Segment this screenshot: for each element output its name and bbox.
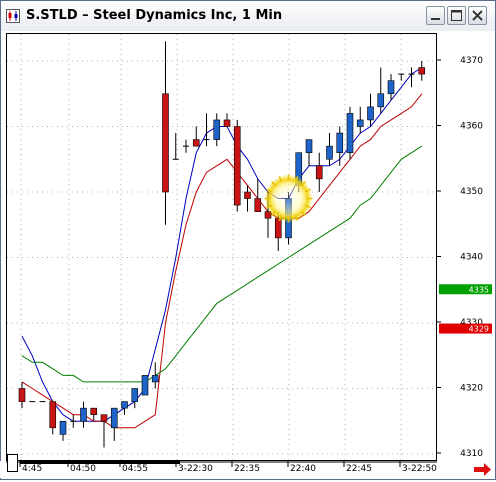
time-tick-label: 22:40 xyxy=(290,464,316,474)
candle-body xyxy=(244,191,251,199)
price-tick-label: 4360 xyxy=(460,122,483,132)
price-axis[interactable]: 4370 4360 4350 4340 4330 4320 4310 4335 4329 xyxy=(437,33,494,461)
moving-average-line-2 xyxy=(21,93,423,429)
time-tick-label: 3-22:50 xyxy=(402,464,437,474)
price-tag-label: 4335 xyxy=(469,285,489,294)
time-tick-label: 4:45 xyxy=(22,464,42,474)
candle-body xyxy=(141,375,149,396)
minimize-button[interactable] xyxy=(426,6,445,25)
moving-average-line-1 xyxy=(21,67,423,422)
chart-plot-area[interactable] xyxy=(6,33,437,461)
highlight-sparkle-icon xyxy=(264,174,313,223)
candlestick-app-icon xyxy=(6,9,20,23)
time-tick-label: 04:55 xyxy=(122,464,148,474)
candle-body xyxy=(151,375,159,383)
candle-body xyxy=(233,126,241,206)
scroll-corner-box[interactable] xyxy=(7,454,18,472)
time-tick-label: 22:35 xyxy=(234,464,260,474)
candle-body xyxy=(100,414,108,422)
time-tick-label: 22:45 xyxy=(346,464,372,474)
price-tick-label: 4310 xyxy=(460,449,483,459)
maximize-icon xyxy=(451,10,462,21)
candle-body xyxy=(213,119,221,140)
candle-body xyxy=(18,388,26,402)
highlight-glow xyxy=(264,174,313,223)
price-tag xyxy=(439,323,492,334)
candle-body xyxy=(387,80,395,95)
time-axis[interactable]: 4:45 04:50 04:55 3-22:30 22:35 22:40 22:45 3-22… xyxy=(0,461,494,478)
candle-body xyxy=(326,145,333,160)
candle-body xyxy=(336,132,344,154)
candle-body xyxy=(346,113,354,154)
candle-body xyxy=(49,401,57,429)
candle-body xyxy=(162,93,169,193)
candle-body xyxy=(80,407,87,422)
candle-body xyxy=(367,106,374,121)
time-tick-label: 04:50 xyxy=(70,464,96,474)
price-axis-svg: 4370 4360 4350 4340 4330 4320 4310 4335 4329 xyxy=(437,56,492,459)
candle-body xyxy=(315,165,323,180)
candle-body xyxy=(254,198,262,212)
price-tick-label: 4370 xyxy=(460,56,483,66)
price-tick-label: 4330 xyxy=(460,318,483,328)
maximize-button[interactable] xyxy=(447,6,466,25)
price-tick-label: 4340 xyxy=(460,253,483,263)
candle-body xyxy=(305,139,313,153)
moving-average-line-3 xyxy=(21,145,423,383)
minimize-icon xyxy=(431,18,440,20)
price-tick-label: 4350 xyxy=(460,187,483,197)
title-bar[interactable]: S.STLD – Steel Dynamics Inc, 1 Min xyxy=(1,1,495,31)
time-range-bar xyxy=(20,461,180,464)
candle-body xyxy=(110,407,118,429)
close-icon xyxy=(472,10,483,21)
price-tag xyxy=(439,284,492,295)
candle-body xyxy=(418,67,426,75)
candle-body xyxy=(223,119,231,127)
candle-body xyxy=(274,217,282,239)
candle-body xyxy=(90,407,98,415)
candle-body xyxy=(356,119,364,127)
candle-body xyxy=(59,420,67,435)
scroll-right-arrow-icon xyxy=(474,463,491,476)
window-title: S.STLD – Steel Dynamics Inc, 1 Min xyxy=(26,8,283,23)
time-tick-label: 3-22:30 xyxy=(178,464,213,474)
candle-body xyxy=(131,388,139,402)
price-tick-label: 4320 xyxy=(460,384,483,394)
time-axis-svg: 4:45 04:50 04:55 3-22:30 22:35 22:40 22:45 3-22… xyxy=(6,461,491,476)
candle-body xyxy=(377,93,385,108)
candle-body xyxy=(192,139,200,147)
close-button[interactable] xyxy=(468,6,487,25)
price-tag-label: 4329 xyxy=(469,325,489,334)
chart-svg xyxy=(7,34,436,460)
candle-body xyxy=(121,401,128,409)
